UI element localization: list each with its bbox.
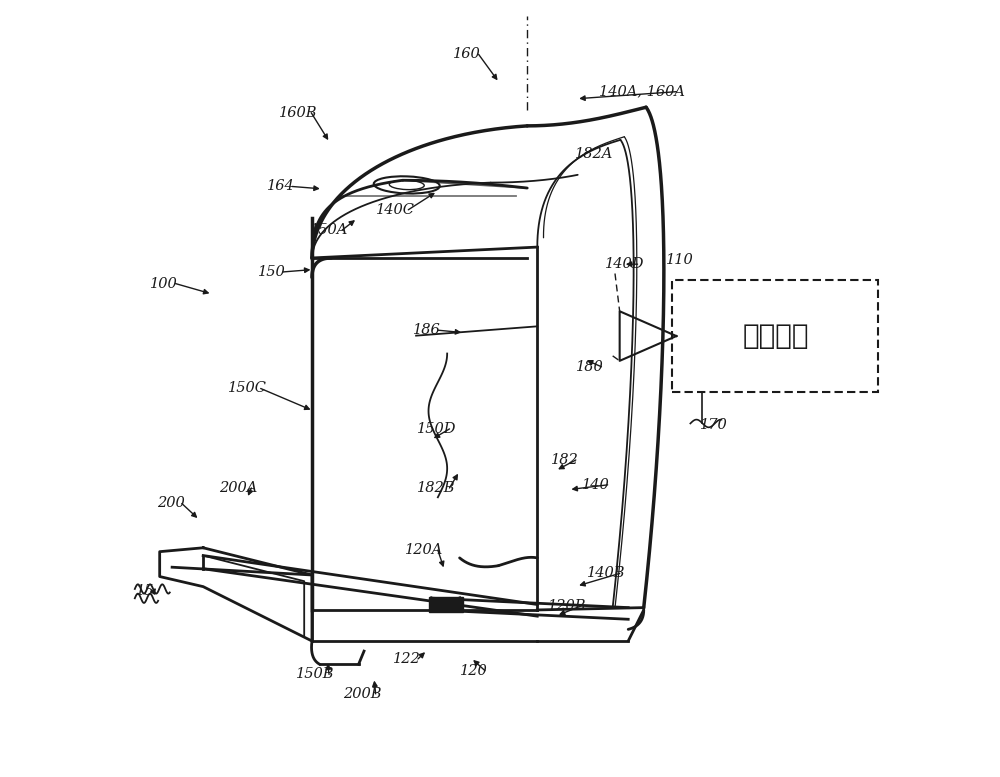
Text: 150D: 150D <box>417 422 456 436</box>
FancyBboxPatch shape <box>672 280 878 392</box>
Text: 122: 122 <box>393 652 421 666</box>
Text: 140: 140 <box>582 478 610 492</box>
Text: 120B: 120B <box>548 599 587 613</box>
Text: 140C: 140C <box>376 203 415 217</box>
Text: 160: 160 <box>453 47 481 61</box>
Text: 200: 200 <box>157 497 184 510</box>
Text: 186: 186 <box>413 323 441 337</box>
Text: 170: 170 <box>700 418 727 432</box>
Text: 182: 182 <box>551 453 578 467</box>
Text: 180: 180 <box>576 360 604 374</box>
Polygon shape <box>429 597 463 612</box>
Text: 100: 100 <box>150 277 178 291</box>
Text: 140B: 140B <box>587 566 626 580</box>
Text: 15: 15 <box>136 584 155 598</box>
Text: 150A: 150A <box>310 223 348 237</box>
Text: 150C: 150C <box>228 382 267 395</box>
Text: 164: 164 <box>267 179 295 193</box>
Text: 182B: 182B <box>417 481 455 495</box>
Text: 140A, 160A: 140A, 160A <box>599 85 685 99</box>
Text: 150B: 150B <box>296 667 335 681</box>
Text: 140D: 140D <box>605 257 644 271</box>
Text: 120: 120 <box>460 664 487 678</box>
Text: 110: 110 <box>666 253 694 267</box>
Text: 200B: 200B <box>343 687 382 701</box>
Text: 检测引擎: 检测引擎 <box>742 322 809 350</box>
Text: 120A: 120A <box>405 543 444 557</box>
Text: 160B: 160B <box>279 106 317 120</box>
Text: 200A: 200A <box>219 481 257 495</box>
Text: 150: 150 <box>258 265 285 279</box>
Text: 182A: 182A <box>575 147 613 161</box>
